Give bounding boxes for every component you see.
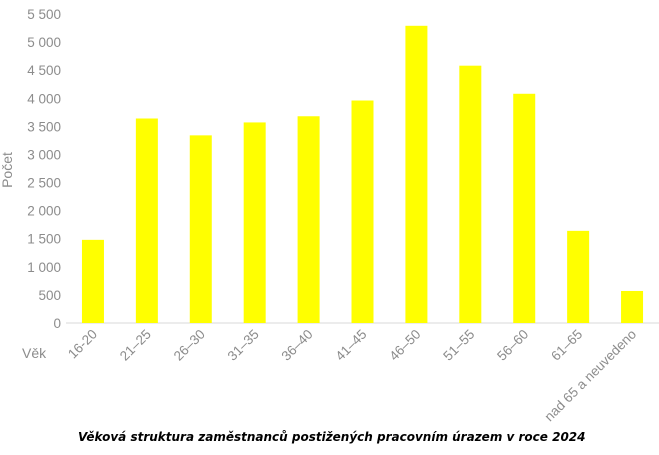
y-tick-label: 4 500 (27, 63, 61, 78)
y-tick-label: 0 (53, 316, 61, 331)
x-tick-label: 46–50 (386, 327, 423, 364)
chart-caption: Věková struktura zaměstnanců postižených… (78, 430, 586, 444)
x-axis-title: Věk (22, 345, 47, 361)
y-tick-label: 3 000 (27, 147, 61, 162)
x-tick-label: 36–40 (279, 327, 316, 364)
y-tick-label: 5 000 (27, 35, 61, 50)
y-tick-label: 1 500 (27, 232, 61, 247)
y-tick-label: 1 000 (27, 260, 61, 275)
bars (81, 25, 644, 324)
y-tick-label: 500 (38, 288, 61, 303)
y-axis-title: Počet (0, 152, 15, 188)
y-axis-ticks: 0 500 1 000 1 500 2 000 2 500 3 000 3 500 4 000 4… (27, 7, 61, 331)
bar-5 (297, 116, 320, 323)
y-tick-label: 5 500 (27, 7, 61, 22)
y-tick-label: 4 000 (27, 91, 61, 106)
x-tick-label: 16-20 (65, 327, 100, 362)
x-tick-label: 51–55 (440, 327, 477, 364)
x-tick-label: 56–60 (494, 327, 531, 364)
bar-6 (351, 100, 374, 324)
x-tick-label: 26–30 (171, 327, 208, 364)
bar-10 (567, 230, 590, 323)
x-tick-label: 21–25 (117, 327, 154, 364)
bar-9 (513, 93, 536, 323)
x-tick-label: 41–45 (332, 327, 369, 364)
x-tick-label: nad 65 a neuvedeno (541, 327, 639, 425)
bar-11 (621, 290, 644, 323)
y-tick-label: 2 000 (27, 204, 61, 219)
bar-7 (405, 25, 428, 323)
x-tick-label: 31–35 (225, 327, 262, 364)
bar-3 (189, 135, 212, 323)
x-axis-ticks: 16-20 21–25 26–30 31–35 36–40 41–45 46–50 51–55… (65, 327, 639, 425)
y-tick-label: 2 500 (27, 176, 61, 191)
bar-2 (135, 118, 158, 323)
bar-1 (81, 239, 104, 323)
bar-8 (459, 65, 482, 324)
y-tick-label: 3 500 (27, 119, 61, 134)
bar-4 (243, 122, 266, 323)
x-tick-label: 61–65 (548, 327, 585, 364)
